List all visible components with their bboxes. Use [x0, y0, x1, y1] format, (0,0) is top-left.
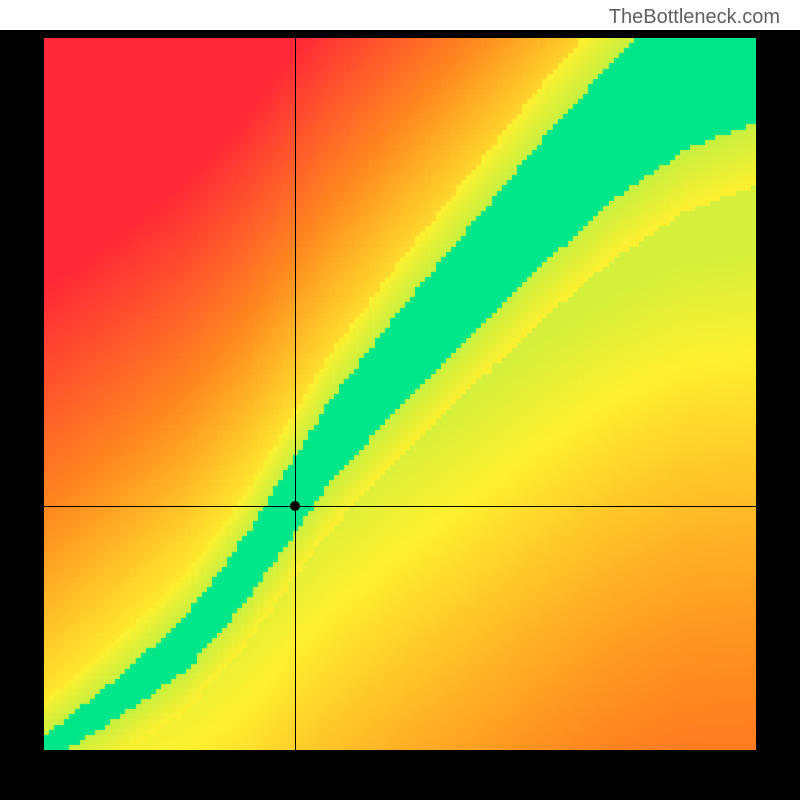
- plot-frame: [0, 30, 800, 800]
- crosshair-vertical: [295, 38, 296, 750]
- chart-container: TheBottleneck.com: [0, 0, 800, 800]
- plot-area: [44, 38, 756, 750]
- attribution-text: TheBottleneck.com: [609, 6, 780, 29]
- crosshair-marker: [290, 501, 300, 511]
- heatmap-canvas: [44, 38, 756, 750]
- crosshair-horizontal: [44, 506, 756, 507]
